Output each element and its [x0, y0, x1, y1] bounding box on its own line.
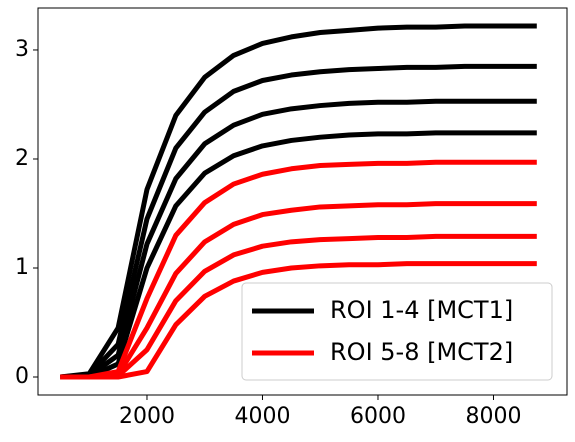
legend-label: ROI 1-4 [MCT1]	[330, 296, 513, 324]
data-line	[60, 233, 537, 380]
x-tick-label: 6000	[350, 404, 406, 429]
data-line	[60, 23, 537, 380]
data-line	[60, 98, 537, 380]
y-tick-label: 3	[15, 37, 29, 62]
legend: ROI 1-4 [MCT1] ROI 5-8 [MCT2]	[241, 282, 553, 381]
plot-frame	[37, 7, 568, 396]
x-tick-label: 8000	[465, 404, 521, 429]
data-line	[60, 159, 537, 380]
y-tick-label: 2	[15, 146, 29, 171]
x-tick-label: 4000	[234, 404, 290, 429]
y-tick-label: 1	[15, 255, 29, 280]
x-tick-label: 2000	[119, 404, 175, 429]
y-tick-label: 0	[15, 364, 29, 389]
legend-label: ROI 5-8 [MCT2]	[330, 338, 513, 366]
data-line	[60, 63, 537, 380]
legend-box	[241, 282, 553, 381]
data-line	[60, 201, 537, 380]
data-line	[60, 261, 537, 380]
data-line	[60, 130, 537, 380]
